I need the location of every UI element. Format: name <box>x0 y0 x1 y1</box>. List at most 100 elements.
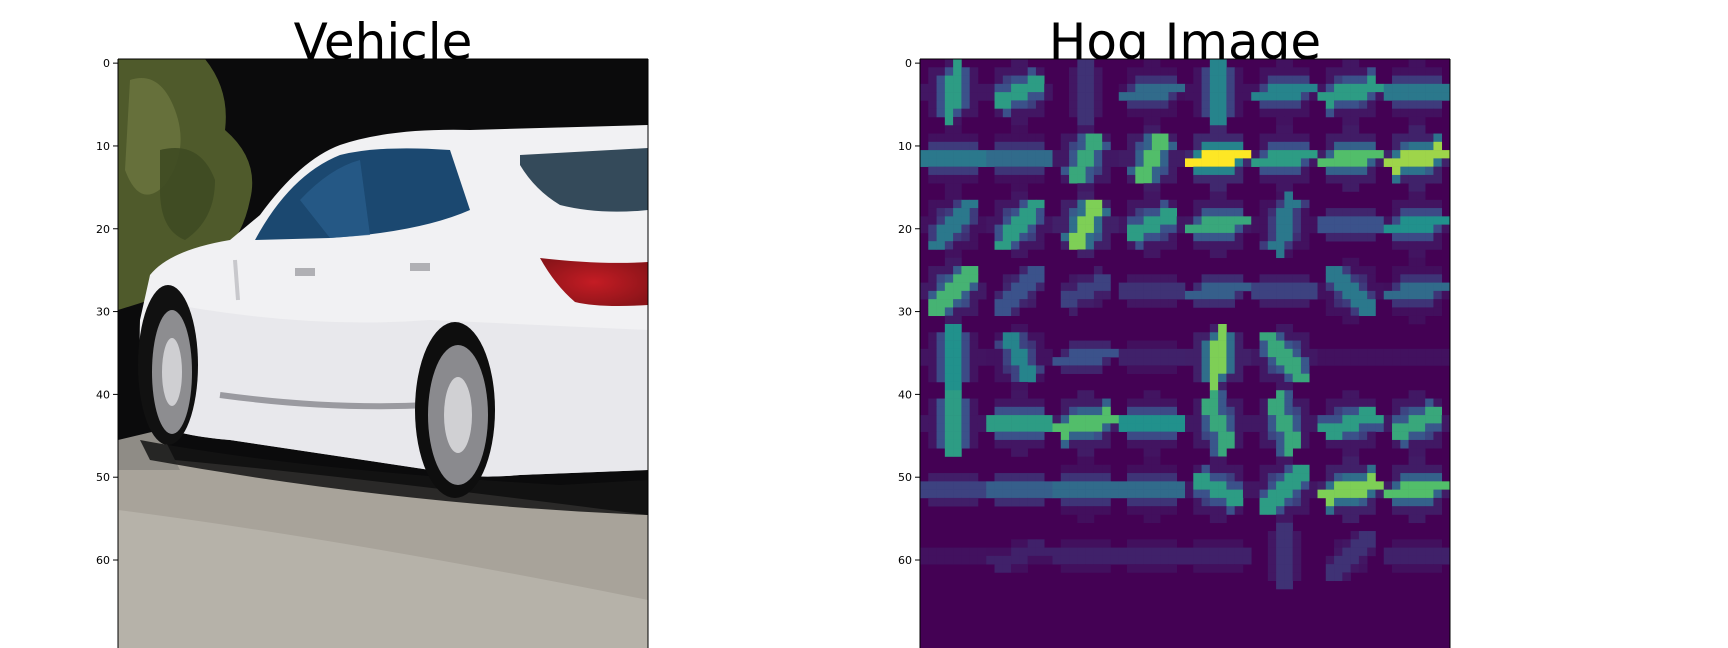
hog-pixel <box>936 158 946 167</box>
hog-pixel <box>1118 224 1128 234</box>
hog-pixel <box>1160 174 1169 184</box>
hog-pixel <box>1392 307 1401 317</box>
hog-pixel <box>1218 514 1227 524</box>
hog-pixel <box>920 555 929 565</box>
hog-pixel <box>1060 539 1070 548</box>
hog-pixel <box>1193 423 1202 432</box>
hog-pixel <box>944 108 954 118</box>
hog-pixel <box>1143 150 1153 159</box>
hog-pixel <box>1002 415 1012 424</box>
hog-pixel <box>1284 183 1293 192</box>
hog-pixel <box>1019 406 1028 416</box>
hog-pixel <box>1242 224 1252 234</box>
hog-pixel <box>1019 232 1028 242</box>
hog-pixel <box>1093 473 1103 482</box>
hog-pixel <box>1300 174 1310 184</box>
hog-pixel <box>1168 290 1178 300</box>
hog-pixel <box>944 307 954 317</box>
hog-pixel <box>1433 307 1443 317</box>
hog-pixel <box>1317 158 1327 167</box>
hog-pixel <box>1151 390 1161 399</box>
hog-pixel <box>1433 464 1443 474</box>
hog-pixel <box>1234 564 1244 573</box>
hog-pixel <box>1019 191 1028 201</box>
hog-pixel <box>1300 415 1310 424</box>
hog-pixel <box>1069 83 1078 93</box>
hog-pixel <box>1077 141 1086 151</box>
hog-pixel <box>1127 166 1136 176</box>
hog-pixel <box>1093 464 1103 474</box>
hog-pixel <box>1209 282 1219 292</box>
hog-pixel <box>1069 473 1078 482</box>
hog-pixel <box>1350 456 1360 466</box>
hog-pixel <box>1160 481 1169 490</box>
hog-pixel <box>1317 348 1327 358</box>
hog-pixel <box>1027 348 1037 358</box>
hog-pixel <box>1358 299 1368 308</box>
hog-pixel <box>1309 290 1318 300</box>
hog-pixel <box>1350 555 1360 565</box>
hog-pixel <box>1209 108 1219 118</box>
hog-pixel <box>1168 431 1178 441</box>
hog-pixel <box>986 489 995 499</box>
hog-pixel <box>1242 489 1252 499</box>
hog-pixel <box>1011 67 1020 76</box>
hog-pixel <box>1209 398 1219 408</box>
hog-pixel <box>1168 83 1178 93</box>
hog-pixel <box>1102 406 1111 416</box>
hog-pixel <box>1276 448 1285 457</box>
hog-pixel <box>1127 108 1136 118</box>
hog-pixel <box>1284 191 1293 201</box>
hog-pixel <box>1143 116 1153 126</box>
hog-pixel <box>1358 489 1368 499</box>
hog-pixel <box>1284 365 1293 374</box>
hog-pixel <box>1160 365 1169 374</box>
hog-pixel <box>1226 473 1235 482</box>
hog-pixel <box>1342 514 1351 524</box>
hog-pixel <box>1408 456 1418 466</box>
hog-pixel <box>1027 282 1037 292</box>
hog-pixel <box>1284 174 1293 184</box>
hog-pixel <box>1060 439 1070 449</box>
hog-pixel <box>1400 232 1409 242</box>
hog-pixel <box>1027 431 1037 441</box>
hog-pixel <box>1102 506 1111 515</box>
hog-pixel <box>1350 531 1360 540</box>
hog-pixel <box>1433 555 1443 565</box>
hog-pixel <box>1069 555 1078 565</box>
hog-pixel <box>1251 423 1260 432</box>
hog-pixel <box>1392 506 1401 515</box>
hog-pixel <box>969 307 979 317</box>
hog-pixel <box>1433 83 1443 93</box>
hog-pixel <box>1209 324 1219 333</box>
hog-pixel <box>1127 158 1136 167</box>
hog-pixel <box>1011 307 1020 317</box>
hog-pixel <box>1102 481 1111 490</box>
hog-pixel <box>1292 332 1302 341</box>
hog-pixel <box>1334 67 1343 76</box>
hog-pixel <box>1019 208 1028 217</box>
hog-pixel <box>1292 357 1302 366</box>
hog-pixel <box>1425 75 1434 85</box>
hog-pixel <box>944 133 954 143</box>
hog-pixel <box>1193 431 1202 441</box>
hog-pixel <box>1325 290 1335 300</box>
hog-pixel <box>944 191 954 201</box>
hog-pixel <box>1160 274 1169 283</box>
hog-pixel <box>1002 547 1012 557</box>
hog-pixel <box>936 199 946 209</box>
hog-pixel <box>1251 216 1260 225</box>
hog-pixel <box>1102 439 1111 449</box>
hog-pixel <box>936 431 946 441</box>
hog-pixel <box>1027 406 1037 416</box>
hog-pixel <box>1085 514 1095 524</box>
hog-pixel <box>1276 59 1285 68</box>
hog-y-tick-label: 30 <box>898 306 912 319</box>
hog-pixel <box>1342 564 1351 573</box>
hog-pixel <box>1267 423 1277 432</box>
hog-pixel <box>1284 100 1293 109</box>
hog-pixel <box>1425 150 1434 159</box>
hog-y-tick-label: 60 <box>898 554 912 567</box>
hog-pixel <box>1259 108 1269 118</box>
hog-pixel <box>1035 539 1045 548</box>
